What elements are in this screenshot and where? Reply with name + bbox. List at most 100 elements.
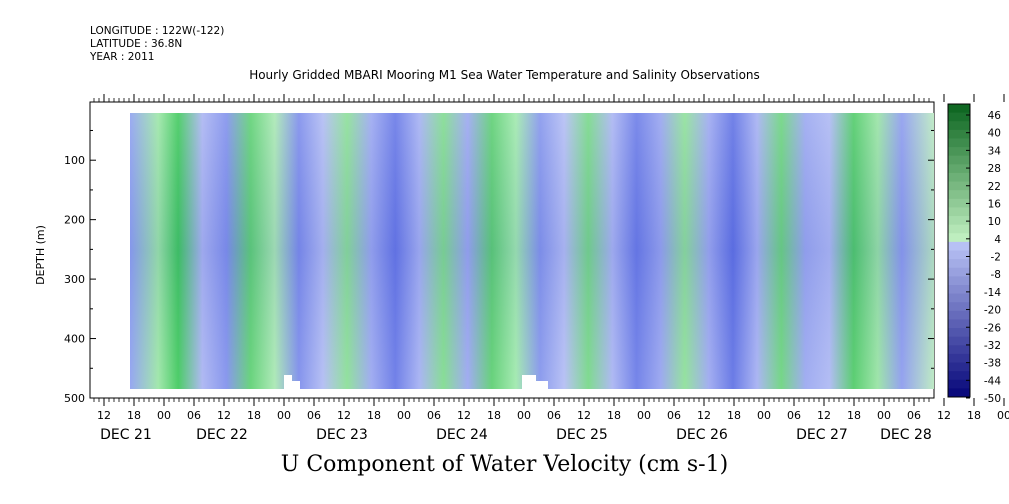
x-hour-label: 12 [337, 409, 351, 422]
x-hour-label: 06 [307, 409, 321, 422]
colorbar-label: -44 [984, 375, 1001, 387]
colorbar-label: -14 [984, 287, 1001, 299]
x-hour-label: 12 [697, 409, 711, 422]
heatmap-shading [130, 113, 934, 389]
colorbar-band [948, 388, 970, 398]
colorbar-band [948, 241, 970, 251]
x-hour-label: 06 [667, 409, 681, 422]
colorbar-label: 40 [988, 128, 1001, 140]
colorbar-band [948, 172, 970, 183]
colorbar-label: -8 [991, 269, 1001, 281]
x-hour-label: 18 [247, 409, 261, 422]
colorbar-band [948, 353, 970, 364]
x-day-label: DEC 28 [880, 427, 932, 443]
time-axis: 12 18 00 06 12 18 00 06 12 18 00 06 12 18 00 06 12 18 00 06… [97, 94, 1009, 443]
x-hour-label: 18 [127, 409, 141, 422]
heatmap-gap [536, 381, 548, 389]
x-day-label: DEC 23 [316, 427, 368, 443]
colorbar-band [948, 250, 970, 260]
colorbar-label: 16 [988, 198, 1002, 210]
x-hour-label: 12 [457, 409, 471, 422]
colorbar-band [948, 336, 970, 346]
colorbar-band [948, 104, 970, 114]
colorbar-band [948, 267, 970, 277]
x-hour-label: 00 [877, 409, 891, 422]
x-hour-label: 06 [787, 409, 801, 422]
y-tick-label: 500 [64, 392, 85, 405]
colorbar-band [948, 371, 970, 381]
colorbar-label: 4 [994, 234, 1001, 246]
colorbar-label: 28 [988, 163, 1001, 175]
colorbar-band [948, 310, 970, 320]
x-axis-label: U Component of Water Velocity (cm s-1) [280, 452, 729, 477]
x-hour-label: 12 [937, 409, 951, 422]
x-day-label: DEC 26 [676, 427, 728, 443]
y-tick-label: 300 [64, 273, 85, 286]
colorbar-band [948, 216, 970, 226]
colorbar-band [948, 129, 970, 139]
x-hour-label: 18 [847, 409, 861, 422]
colorbar-band [948, 259, 970, 269]
x-hour-label: 12 [817, 409, 831, 422]
colorbar-band [948, 190, 970, 200]
colorbar-frame [947, 103, 971, 398]
colorbar-band [948, 181, 970, 191]
x-hour-label: 18 [607, 409, 621, 422]
x-hour-label: 06 [187, 409, 201, 422]
x-hour-label: 18 [487, 409, 501, 422]
colorbar-band [948, 224, 970, 234]
colorbar-label: -32 [984, 340, 1001, 352]
colorbar-band [948, 293, 970, 303]
x-hour-label: 00 [277, 409, 291, 422]
x-hour-label: 00 [757, 409, 771, 422]
year-label: YEAR : 2011 [90, 51, 155, 63]
x-hour-label: 00 [637, 409, 651, 422]
colorbar-band [948, 345, 970, 355]
y-tick-label: 100 [64, 154, 85, 167]
colorbar-label: 10 [988, 216, 1001, 228]
x-day-label: DEC 22 [196, 427, 248, 443]
colorbar-label: -38 [984, 358, 1001, 370]
colorbar-label: -2 [991, 252, 1001, 264]
colorbar-band [948, 198, 970, 208]
y-axis-label: DEPTH (m) [34, 225, 47, 285]
x-hour-label: 18 [727, 409, 741, 422]
colorbar-band [948, 207, 970, 217]
colorbar-label: -26 [984, 322, 1001, 334]
x-hour-label: 06 [427, 409, 441, 422]
chart-title: Hourly Gridded MBARI Mooring M1 Sea Wate… [249, 68, 760, 82]
heatmap-gap [522, 375, 536, 389]
depth-axis: 100 200 300 400 500 [64, 129, 934, 405]
colorbar-band [948, 379, 970, 389]
x-hour-label: 00 [997, 409, 1009, 422]
x-hour-label: 00 [397, 409, 411, 422]
heatmap-gap [284, 381, 300, 389]
colorbar-band [948, 362, 970, 372]
colorbar-band [948, 155, 970, 165]
x-hour-label: 18 [967, 409, 981, 422]
colorbar-band [948, 302, 970, 312]
colorbar-band [948, 138, 970, 148]
colorbar-band [948, 147, 970, 157]
x-hour-label: 12 [97, 409, 111, 422]
x-hour-label: 00 [517, 409, 531, 422]
x-day-label: DEC 24 [436, 427, 488, 443]
colorbar: 46 40 34 28 22 16 10 4 -2 -8 -14 -20 -26 -32 -38 -44 -50 [947, 103, 1002, 405]
colorbar-band [948, 164, 970, 174]
x-hour-label: 18 [367, 409, 381, 422]
colorbar-band [948, 233, 970, 243]
colorbar-band [948, 328, 970, 338]
x-hour-label: 12 [217, 409, 231, 422]
y-tick-label: 200 [64, 214, 85, 227]
colorbar-label: 22 [988, 181, 1001, 193]
x-hour-label: 00 [157, 409, 171, 422]
x-hour-label: 12 [577, 409, 591, 422]
colorbar-label: 46 [988, 110, 1002, 122]
x-hour-label: 06 [547, 409, 561, 422]
colorbar-band [948, 112, 970, 122]
colorbar-label: 34 [988, 145, 1002, 157]
x-day-label: DEC 27 [796, 427, 848, 443]
colorbar-label: -20 [984, 305, 1001, 317]
x-day-label: DEC 21 [100, 427, 152, 443]
